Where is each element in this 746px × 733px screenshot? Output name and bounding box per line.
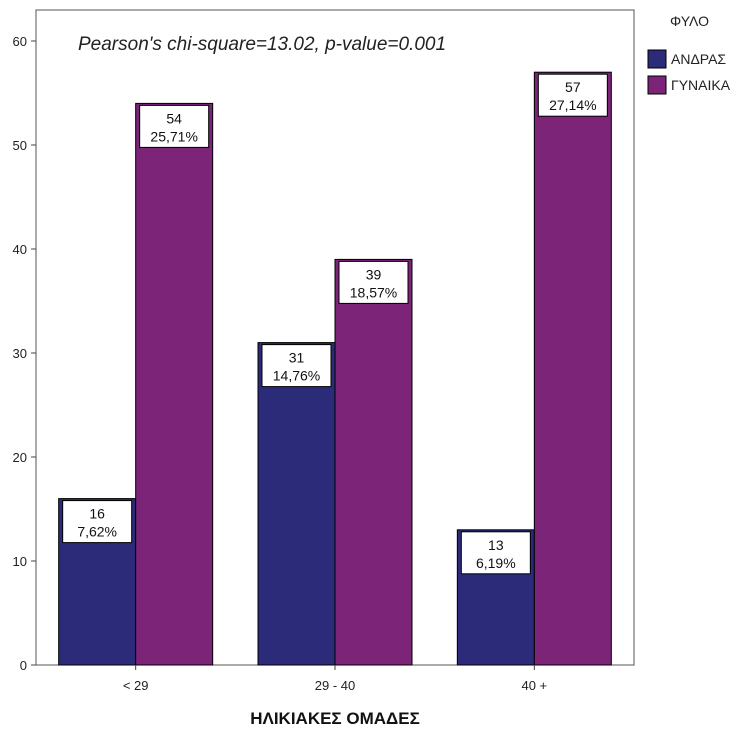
data-label-percent: 27,14%: [549, 97, 596, 113]
x-tick-label: 29 - 40: [315, 678, 355, 693]
bar-female-1: [334, 258, 413, 666]
data-label-count: 13: [488, 537, 504, 553]
legend-swatch: [647, 75, 667, 95]
data-label-percent: 18,57%: [350, 284, 397, 300]
chi-square-annotation: Pearson's chi-square=13.02, p-value=0.00…: [78, 34, 446, 55]
legend-swatch: [647, 49, 667, 69]
x-tick-label: 40 +: [521, 678, 547, 693]
data-labels: 16 7,62% 54 25,71% 31 14,76% 39 18,57% 13 6,19% 57…: [62, 73, 608, 575]
bar-female-2: [533, 71, 612, 666]
y-tick-label: 50: [13, 138, 27, 153]
legend-entry-label: ΓΥΝΑΙΚΑ: [671, 77, 731, 93]
data-label-count: 57: [565, 79, 581, 95]
x-axis-title: ΗΛΙΚΙΑΚΕΣ ΟΜΑΔΕΣ: [250, 709, 420, 728]
y-tick-label: 0: [20, 658, 27, 673]
data-label-box: [460, 531, 531, 575]
y-tick-label: 40: [13, 242, 27, 257]
y-tick-label: 10: [13, 554, 27, 569]
y-tick-label: 60: [13, 34, 27, 49]
bar-female-0: [135, 102, 214, 666]
data-label-box: [261, 344, 332, 388]
x-axis: < 29 29 - 40 40 +: [123, 665, 547, 693]
data-label-box: [537, 73, 608, 117]
bar-male-1: [257, 342, 336, 666]
data-label-percent: 7,62%: [77, 524, 117, 540]
data-label-percent: 6,19%: [476, 555, 516, 571]
data-label-count: 39: [366, 266, 382, 282]
y-tick-label: 20: [13, 450, 27, 465]
data-label-box: [139, 104, 210, 148]
data-label-percent: 25,71%: [150, 128, 197, 144]
y-tick-label: 30: [13, 346, 27, 361]
data-label-count: 54: [166, 110, 182, 126]
data-label-count: 16: [89, 506, 105, 522]
legend-entry-label: ΑΝΔΡΑΣ: [671, 51, 726, 67]
data-label-percent: 14,76%: [273, 368, 320, 384]
x-tick-label: < 29: [123, 678, 149, 693]
legend-title: ΦΥΛΟ: [670, 13, 709, 29]
data-label-count: 31: [289, 350, 305, 366]
data-label-box: [62, 500, 133, 544]
legend: ΦΥΛΟ ΑΝΔΡΑΣ ΓΥΝΑΙΚΑ: [647, 13, 731, 95]
data-label-box: [338, 260, 409, 304]
y-axis: 0 10 20 30 40 50 60: [13, 34, 36, 673]
